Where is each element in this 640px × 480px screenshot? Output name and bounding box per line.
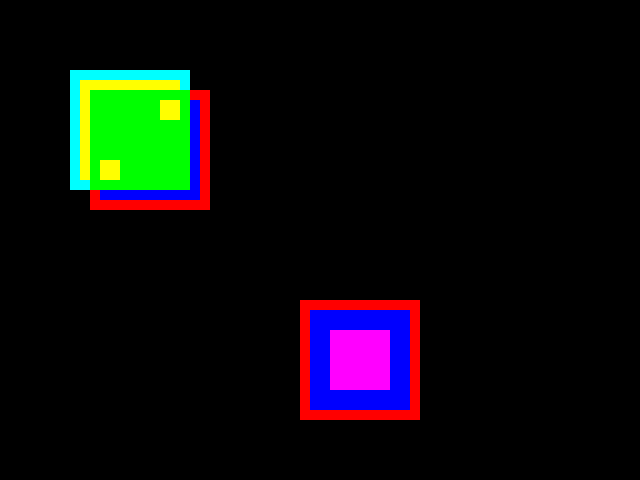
lower-magenta-center: [330, 330, 390, 390]
yellow-marker-bottom-left: [100, 160, 120, 180]
yellow-marker-top-right: [160, 100, 180, 120]
